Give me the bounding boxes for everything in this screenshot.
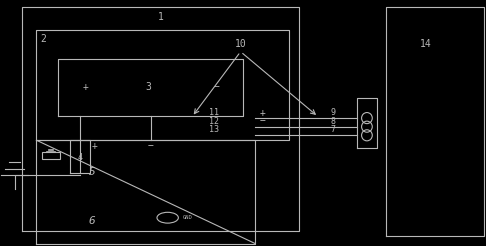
Text: 2: 2 bbox=[40, 34, 46, 44]
Text: 14: 14 bbox=[419, 39, 431, 49]
Text: GND: GND bbox=[182, 215, 192, 220]
Text: 4: 4 bbox=[78, 153, 83, 162]
Text: −: − bbox=[148, 141, 154, 151]
Text: 8: 8 bbox=[330, 117, 335, 126]
Bar bbox=[42, 152, 60, 159]
Text: 12: 12 bbox=[209, 117, 219, 126]
Text: 5: 5 bbox=[89, 167, 96, 177]
Text: 11: 11 bbox=[209, 108, 219, 117]
Text: +: + bbox=[260, 108, 266, 118]
Text: −: − bbox=[213, 82, 219, 92]
Text: 6: 6 bbox=[89, 216, 96, 226]
Text: 3: 3 bbox=[145, 82, 151, 92]
Text: +: + bbox=[92, 141, 98, 151]
Text: +: + bbox=[82, 82, 88, 92]
Text: 13: 13 bbox=[209, 125, 219, 134]
Text: 1: 1 bbox=[157, 12, 163, 22]
Text: −: − bbox=[260, 116, 266, 126]
Text: 10: 10 bbox=[235, 39, 246, 49]
Text: 9: 9 bbox=[330, 108, 335, 117]
Text: 7: 7 bbox=[330, 125, 335, 134]
